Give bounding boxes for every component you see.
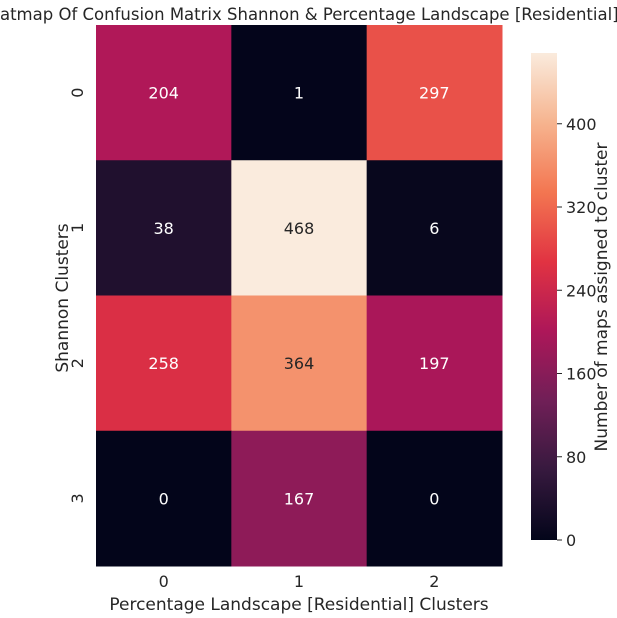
heatmap-cell bbox=[96, 160, 232, 296]
cell-value-label: 468 bbox=[284, 219, 315, 238]
y-tick-label: 2 bbox=[68, 358, 87, 368]
x-axis-label: Percentage Landscape [Residential] Clust… bbox=[109, 595, 488, 615]
colorbar-tick-label: 160 bbox=[566, 365, 597, 384]
heatmap-cell bbox=[366, 160, 503, 296]
x-tick-label: 1 bbox=[294, 572, 304, 591]
x-tick-label: 2 bbox=[429, 572, 439, 591]
y-tick-label: 0 bbox=[68, 88, 87, 98]
cell-value-label: 6 bbox=[429, 219, 439, 238]
colorbar-label: Number of maps assigned to cluster bbox=[592, 143, 612, 452]
y-tick-label: 1 bbox=[68, 223, 87, 233]
cell-value-label: 0 bbox=[429, 489, 439, 508]
cell-value-label: 297 bbox=[419, 84, 450, 103]
heatmap-cell bbox=[96, 430, 232, 567]
heatmap-cell bbox=[231, 160, 368, 296]
colorbar bbox=[531, 53, 557, 540]
colorbar-tick-label: 240 bbox=[566, 281, 597, 300]
heatmap-cells: 204 1 297 38 468 6 258 364 197 0 167 0 bbox=[96, 25, 503, 567]
cell-value-label: 1 bbox=[294, 84, 304, 103]
cell-value-label: 0 bbox=[159, 489, 169, 508]
heatmap-cell bbox=[96, 25, 232, 161]
heatmap-cell bbox=[366, 430, 503, 567]
cell-value-label: 204 bbox=[148, 84, 179, 103]
chart-title: Heatmap Of Confusion Matrix Shannon & Pe… bbox=[0, 5, 617, 24]
cell-value-label: 38 bbox=[153, 219, 173, 238]
cell-value-label: 197 bbox=[419, 354, 450, 373]
colorbar-tick-label: 80 bbox=[566, 448, 586, 467]
y-axis-label: Shannon Clusters bbox=[53, 223, 73, 372]
heatmap-cell bbox=[96, 295, 232, 432]
x-tick-label: 0 bbox=[159, 572, 169, 591]
y-axis-ticks: 0 1 2 3 bbox=[68, 88, 87, 504]
x-axis-ticks: 0 1 2 bbox=[159, 572, 440, 591]
heatmap-cell bbox=[366, 295, 503, 432]
cell-value-label: 167 bbox=[284, 489, 315, 508]
colorbar-tick-label: 320 bbox=[566, 198, 597, 217]
cell-value-label: 258 bbox=[148, 354, 179, 373]
cell-value-label: 364 bbox=[284, 354, 315, 373]
heatmap-cell bbox=[366, 25, 503, 161]
y-tick-label: 3 bbox=[68, 493, 87, 503]
heatmap-cell bbox=[231, 25, 368, 161]
heatmap-cell bbox=[231, 295, 368, 432]
colorbar-tick-label: 400 bbox=[566, 115, 597, 134]
colorbar-tick-label: 0 bbox=[566, 531, 576, 550]
heatmap-cell bbox=[231, 430, 368, 567]
colorbar-ticks: 0 80 160 240 320 400 bbox=[557, 115, 597, 550]
